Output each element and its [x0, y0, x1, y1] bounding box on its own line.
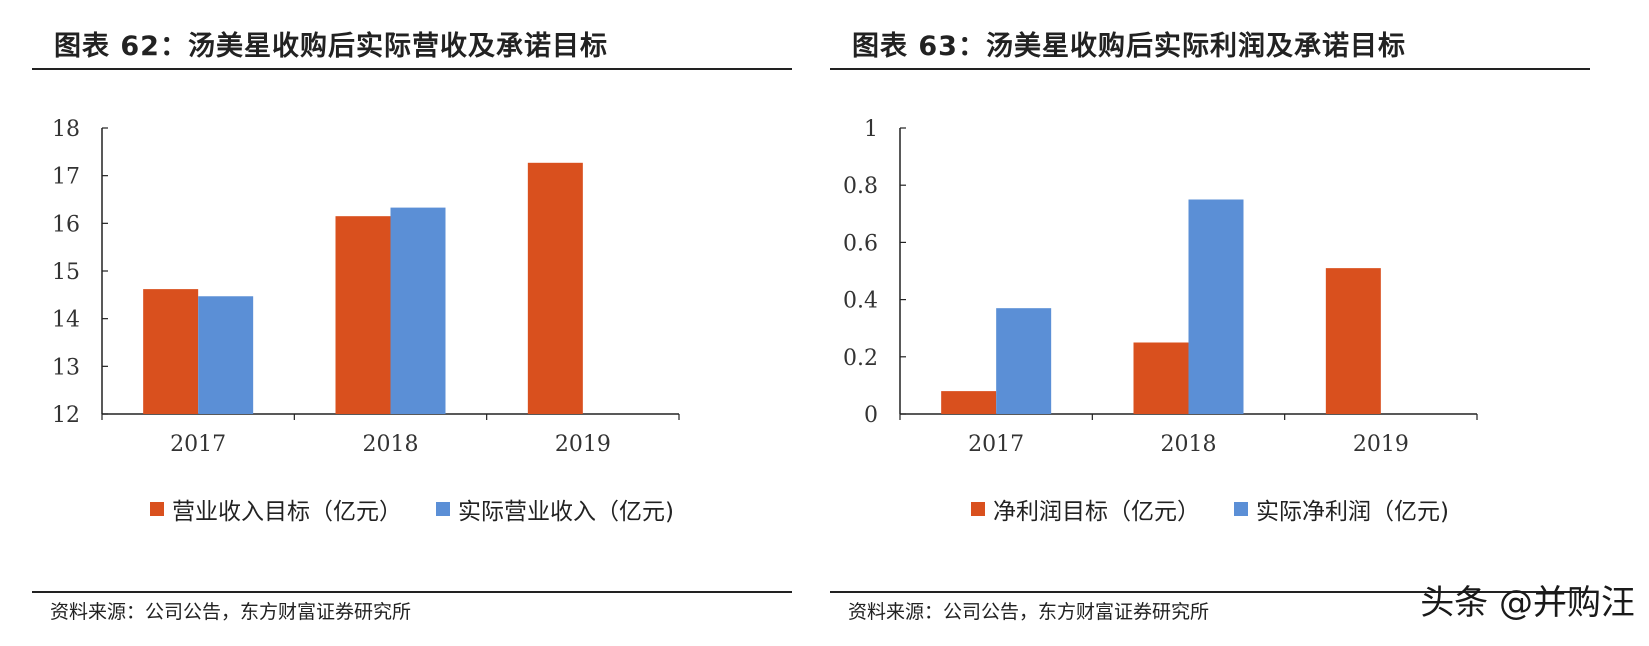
y-tick-label: 13: [52, 355, 80, 380]
y-tick-label: 14: [52, 308, 80, 333]
chart-title: 图表 63：汤美星收购后实际利润及承诺目标: [852, 31, 1406, 62]
source-note: 资料来源：公司公告，东方财富证券研究所: [848, 601, 1210, 623]
chart-panel-profit: 图表 63：汤美星收购后实际利润及承诺目标 0 0.2 0.4 0.6 0.8 1 2017…: [830, 0, 1590, 646]
source-rule: [830, 591, 1590, 593]
y-tick-label: 12: [52, 403, 80, 428]
title-rule: [32, 68, 792, 70]
y-tick-label: 15: [52, 260, 80, 285]
legend-swatch-orange: [971, 502, 985, 516]
legend-item-target: 净利润目标（亿元）: [971, 492, 1200, 526]
bar-target-2018: [1133, 342, 1189, 414]
profit-bar-chart: 0 0.2 0.4 0.6 0.8 1 2017 2018 2019: [843, 117, 1478, 457]
source-rule: [32, 591, 792, 593]
y-tick-label: 17: [52, 165, 80, 190]
legend-swatch-blue: [1234, 502, 1248, 516]
y-tick-label: 0.6: [843, 231, 878, 256]
bar-target-2018: [335, 216, 391, 414]
y-tick-label: 16: [52, 212, 80, 237]
x-tick-label: 2017: [968, 432, 1024, 457]
y-tick-label: 0.8: [843, 174, 878, 199]
y-tick-label: 0.4: [843, 289, 878, 314]
x-tick-label: 2019: [555, 432, 611, 457]
x-tick-label: 2018: [1161, 432, 1217, 457]
x-tick-label: 2019: [1353, 432, 1409, 457]
bar-target-2017: [143, 289, 199, 414]
y-tick-label: 18: [52, 117, 80, 142]
chart-title: 图表 62：汤美星收购后实际营收及承诺目标: [54, 31, 608, 62]
chart-panel-revenue: 图表 62：汤美星收购后实际营收及承诺目标 12 13 14 15 16 17 18 2017…: [32, 0, 792, 646]
legend-label: 净利润目标（亿元）: [993, 499, 1200, 525]
legend-item-actual: 实际营业收入（亿元): [436, 492, 674, 526]
y-tick-label: 0: [864, 403, 878, 428]
bar-target-2017: [941, 391, 997, 414]
legend-swatch-orange: [150, 502, 164, 516]
bar-target-2019: [527, 162, 583, 414]
legend-item-actual: 实际净利润（亿元): [1234, 492, 1449, 526]
y-tick-label: 0.2: [843, 346, 878, 371]
x-tick-label: 2017: [170, 432, 226, 457]
source-note: 资料来源：公司公告，东方财富证券研究所: [50, 601, 412, 623]
x-tick-label: 2018: [363, 432, 419, 457]
legend-label: 实际营业收入（亿元): [458, 499, 674, 525]
title-rule: [830, 68, 1590, 70]
legend-item-target: 营业收入目标（亿元）: [150, 492, 402, 526]
bar-actual-2018: [1188, 199, 1244, 414]
watermark: 头条 @并购汪: [1420, 583, 1635, 623]
chart-legend: 营业收入目标（亿元） 实际营业收入（亿元): [32, 492, 792, 526]
bar-actual-2017: [996, 308, 1052, 414]
bar-actual-2018: [390, 207, 446, 414]
legend-label: 实际净利润（亿元): [1256, 499, 1449, 525]
bar-actual-2017: [198, 296, 254, 414]
legend-swatch-blue: [436, 502, 450, 516]
y-tick-label: 1: [864, 117, 878, 142]
chart-legend: 净利润目标（亿元） 实际净利润（亿元): [830, 492, 1590, 526]
bar-target-2019: [1325, 268, 1381, 414]
revenue-bar-chart: 12 13 14 15 16 17 18 2017 2018 2019: [52, 117, 680, 457]
legend-label: 营业收入目标（亿元）: [172, 499, 402, 525]
